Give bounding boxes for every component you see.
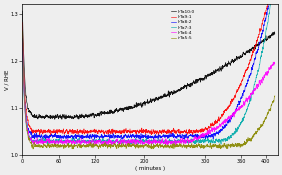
IrTa9:1 (65, 129, 68, 131)
IrTa10:0 (21, 10, 24, 12)
irTa5:5 (118, 143, 121, 145)
IrTa6:4 (241, 104, 244, 106)
IrTa10:0 (65, 116, 68, 118)
IrTa10:0 (118, 110, 121, 112)
Legend: IrTa10:0, IrTa9:1, IrTa8:2, IrTa7:3, IrTa6:4, irTa5:5: IrTa10:0, IrTa9:1, IrTa8:2, IrTa7:3, IrT… (170, 9, 195, 41)
Y-axis label: V / RHE: V / RHE (4, 69, 9, 90)
IrTa8:2 (118, 135, 121, 137)
IrTa7:3 (50, 139, 53, 141)
IrTa9:1 (50, 130, 53, 132)
IrTa7:3 (65, 142, 68, 144)
IrTa8:2 (129, 135, 132, 137)
IrTa6:4 (50, 142, 53, 144)
irTa5:5 (241, 144, 244, 146)
IrTa6:4 (129, 140, 132, 142)
IrTa8:2 (65, 137, 68, 139)
IrTa10:0 (50, 116, 53, 118)
irTa5:5 (31, 148, 35, 150)
IrTa10:0 (273, 33, 276, 35)
IrTa7:3 (128, 144, 132, 146)
IrTa10:0 (53, 118, 56, 120)
IrTa9:1 (129, 130, 132, 132)
IrTa7:3 (118, 140, 121, 142)
IrTa6:4 (65, 141, 68, 143)
IrTa7:3 (268, 7, 272, 9)
IrTa10:0 (241, 55, 244, 57)
X-axis label: ( minutes ): ( minutes ) (135, 166, 165, 171)
Line: IrTa6:4: IrTa6:4 (23, 42, 275, 146)
IrTa6:4 (273, 62, 276, 64)
IrTa9:1 (21, 21, 24, 23)
IrTa7:3 (21, 48, 24, 50)
Line: irTa5:5: irTa5:5 (23, 31, 275, 149)
Line: IrTa10:0: IrTa10:0 (23, 11, 275, 119)
IrTa8:2 (50, 134, 53, 136)
IrTa8:2 (241, 92, 244, 95)
IrTa7:3 (241, 120, 244, 122)
irTa5:5 (65, 145, 68, 147)
IrTa9:1 (241, 79, 244, 81)
IrTa6:4 (118, 141, 121, 143)
IrTa8:2 (21, 38, 24, 40)
irTa5:5 (273, 95, 276, 97)
irTa5:5 (268, 109, 272, 111)
IrTa10:0 (129, 106, 132, 108)
IrTa6:4 (79, 145, 82, 147)
irTa5:5 (50, 146, 53, 148)
Line: IrTa9:1: IrTa9:1 (23, 0, 275, 136)
Line: IrTa7:3: IrTa7:3 (23, 0, 275, 145)
irTa5:5 (21, 30, 24, 32)
IrTa7:3 (129, 141, 132, 143)
IrTa6:4 (21, 41, 24, 43)
IrTa9:1 (49, 135, 52, 137)
IrTa6:4 (268, 68, 272, 70)
Line: IrTa8:2: IrTa8:2 (23, 0, 275, 140)
IrTa9:1 (118, 130, 121, 132)
irTa5:5 (129, 145, 132, 147)
IrTa10:0 (268, 34, 272, 37)
IrTa8:2 (183, 139, 186, 141)
